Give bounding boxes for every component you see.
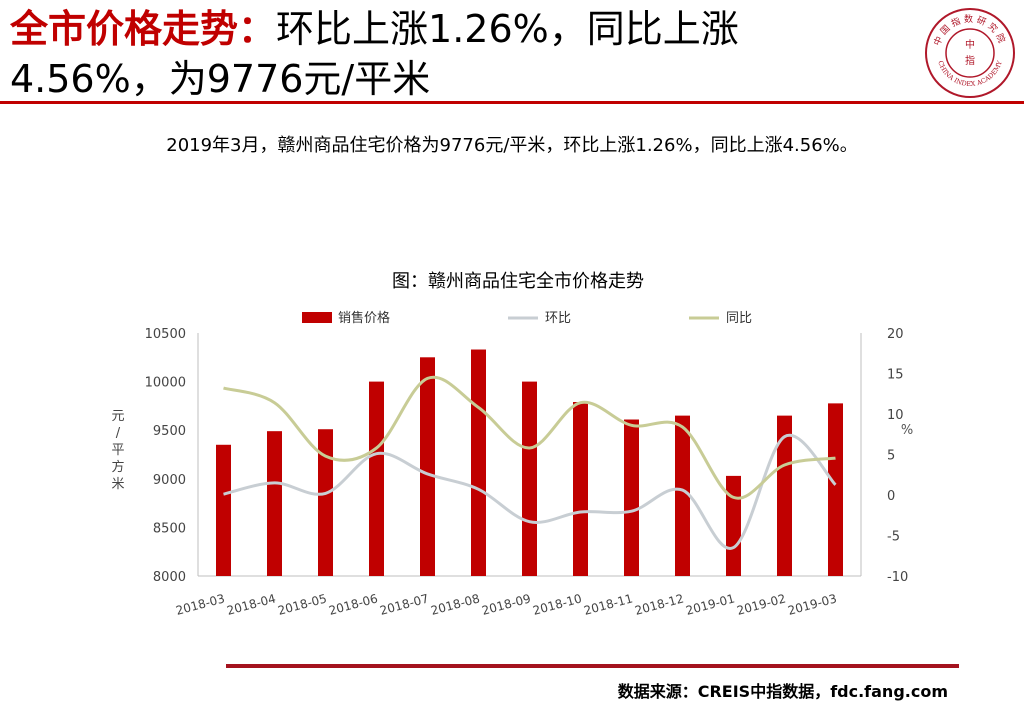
right-tick-label: 0 xyxy=(887,489,895,504)
legend-label-mom: 环比 xyxy=(545,311,571,326)
x-tick-label: 2018-08 xyxy=(429,591,481,618)
logo-center-bottom: 指 xyxy=(965,54,975,67)
right-tick-label: 20 xyxy=(887,327,904,342)
yoy-line xyxy=(223,375,836,500)
left-axis-label-char: 平 xyxy=(111,443,124,458)
price-bar xyxy=(777,415,792,576)
x-tick-label: 2018-03 xyxy=(174,591,226,618)
price-bar xyxy=(624,419,639,576)
slide-title: 全市价格走势：环比上涨1.26%，同比上涨4.56%，为9776元/平米 xyxy=(10,4,890,104)
left-axis-ticks: 8000 8500 9000 9500 10000 10500 xyxy=(145,327,186,585)
legend-label-yoy: 同比 xyxy=(726,311,752,326)
x-axis-ticks: 2018-032018-042018-052018-062018-072018-… xyxy=(174,591,838,618)
price-bar xyxy=(369,381,384,576)
title-divider xyxy=(0,101,1024,104)
left-tick-label: 10000 xyxy=(145,376,186,391)
title-text: 环比上涨1.26%，同比上涨4.56%，为9776元/平米 xyxy=(10,7,739,101)
right-axis-label: % xyxy=(901,423,913,438)
left-axis-label-char: 元 xyxy=(111,409,124,424)
price-bar xyxy=(522,381,537,576)
data-source: 数据来源：CREIS中指数据，fdc.fang.com xyxy=(617,682,948,701)
x-tick-label: 2018-07 xyxy=(378,591,430,618)
left-axis-label-char: 方 xyxy=(111,459,124,475)
left-tick-label: 8500 xyxy=(153,521,186,536)
price-bar xyxy=(828,403,843,576)
chart-title: 图：赣州商品住宅全市价格走势 xyxy=(392,271,644,292)
price-bar xyxy=(726,475,741,576)
legend-swatch-price xyxy=(302,312,332,323)
x-tick-label: 2018-09 xyxy=(480,591,532,618)
left-tick-label: 8000 xyxy=(153,570,186,585)
left-tick-label: 9500 xyxy=(153,424,186,439)
right-tick-label: -5 xyxy=(887,530,900,545)
x-tick-label: 2018-06 xyxy=(327,591,379,618)
left-axis-label-char: 米 xyxy=(111,477,124,492)
x-tick-label: 2019-01 xyxy=(684,591,736,618)
price-bar xyxy=(573,402,588,576)
x-tick-label: 2019-03 xyxy=(786,591,838,618)
logo-center-top: 中 xyxy=(965,38,975,51)
price-bars xyxy=(216,349,843,576)
price-bar xyxy=(420,357,435,576)
right-tick-label: 15 xyxy=(887,368,904,383)
price-bar xyxy=(471,349,486,576)
x-tick-label: 2018-11 xyxy=(582,591,634,618)
right-tick-label: 5 xyxy=(887,449,895,464)
left-axis-label: 元 / 平方米 xyxy=(111,409,124,492)
price-bar xyxy=(318,429,333,576)
title-highlight: 全市价格走势： xyxy=(10,7,277,51)
price-bar xyxy=(216,444,231,576)
chart-legend: 销售价格 环比 同比 xyxy=(302,310,752,326)
summary-text: 2019年3月，赣州商品住宅价格为9776元/平米，环比上涨1.26%，同比上涨… xyxy=(166,135,858,156)
legend-label-price: 销售价格 xyxy=(338,310,390,326)
x-tick-label: 2018-12 xyxy=(633,591,685,618)
percent-lines xyxy=(223,375,837,550)
footer-divider xyxy=(226,664,959,668)
china-index-academy-logo: 中国指数研究院 CHINA INDEX ACADEMY 中 指 xyxy=(925,8,1015,98)
right-axis-ticks: -10 -5 0 5 10 15 20 xyxy=(887,327,908,585)
left-tick-label: 9000 xyxy=(153,473,186,488)
right-tick-label: 10 xyxy=(887,408,904,423)
price-bar xyxy=(267,431,282,576)
left-tick-label: 10500 xyxy=(145,327,186,342)
right-tick-label: -10 xyxy=(887,570,908,585)
x-tick-label: 2018-05 xyxy=(276,591,328,618)
left-axis-label-char: / xyxy=(116,426,121,441)
x-tick-label: 2019-02 xyxy=(735,591,787,618)
x-tick-label: 2018-10 xyxy=(531,591,583,618)
price-bar xyxy=(675,415,690,576)
x-tick-label: 2018-04 xyxy=(225,591,277,618)
mom-line xyxy=(223,433,837,550)
